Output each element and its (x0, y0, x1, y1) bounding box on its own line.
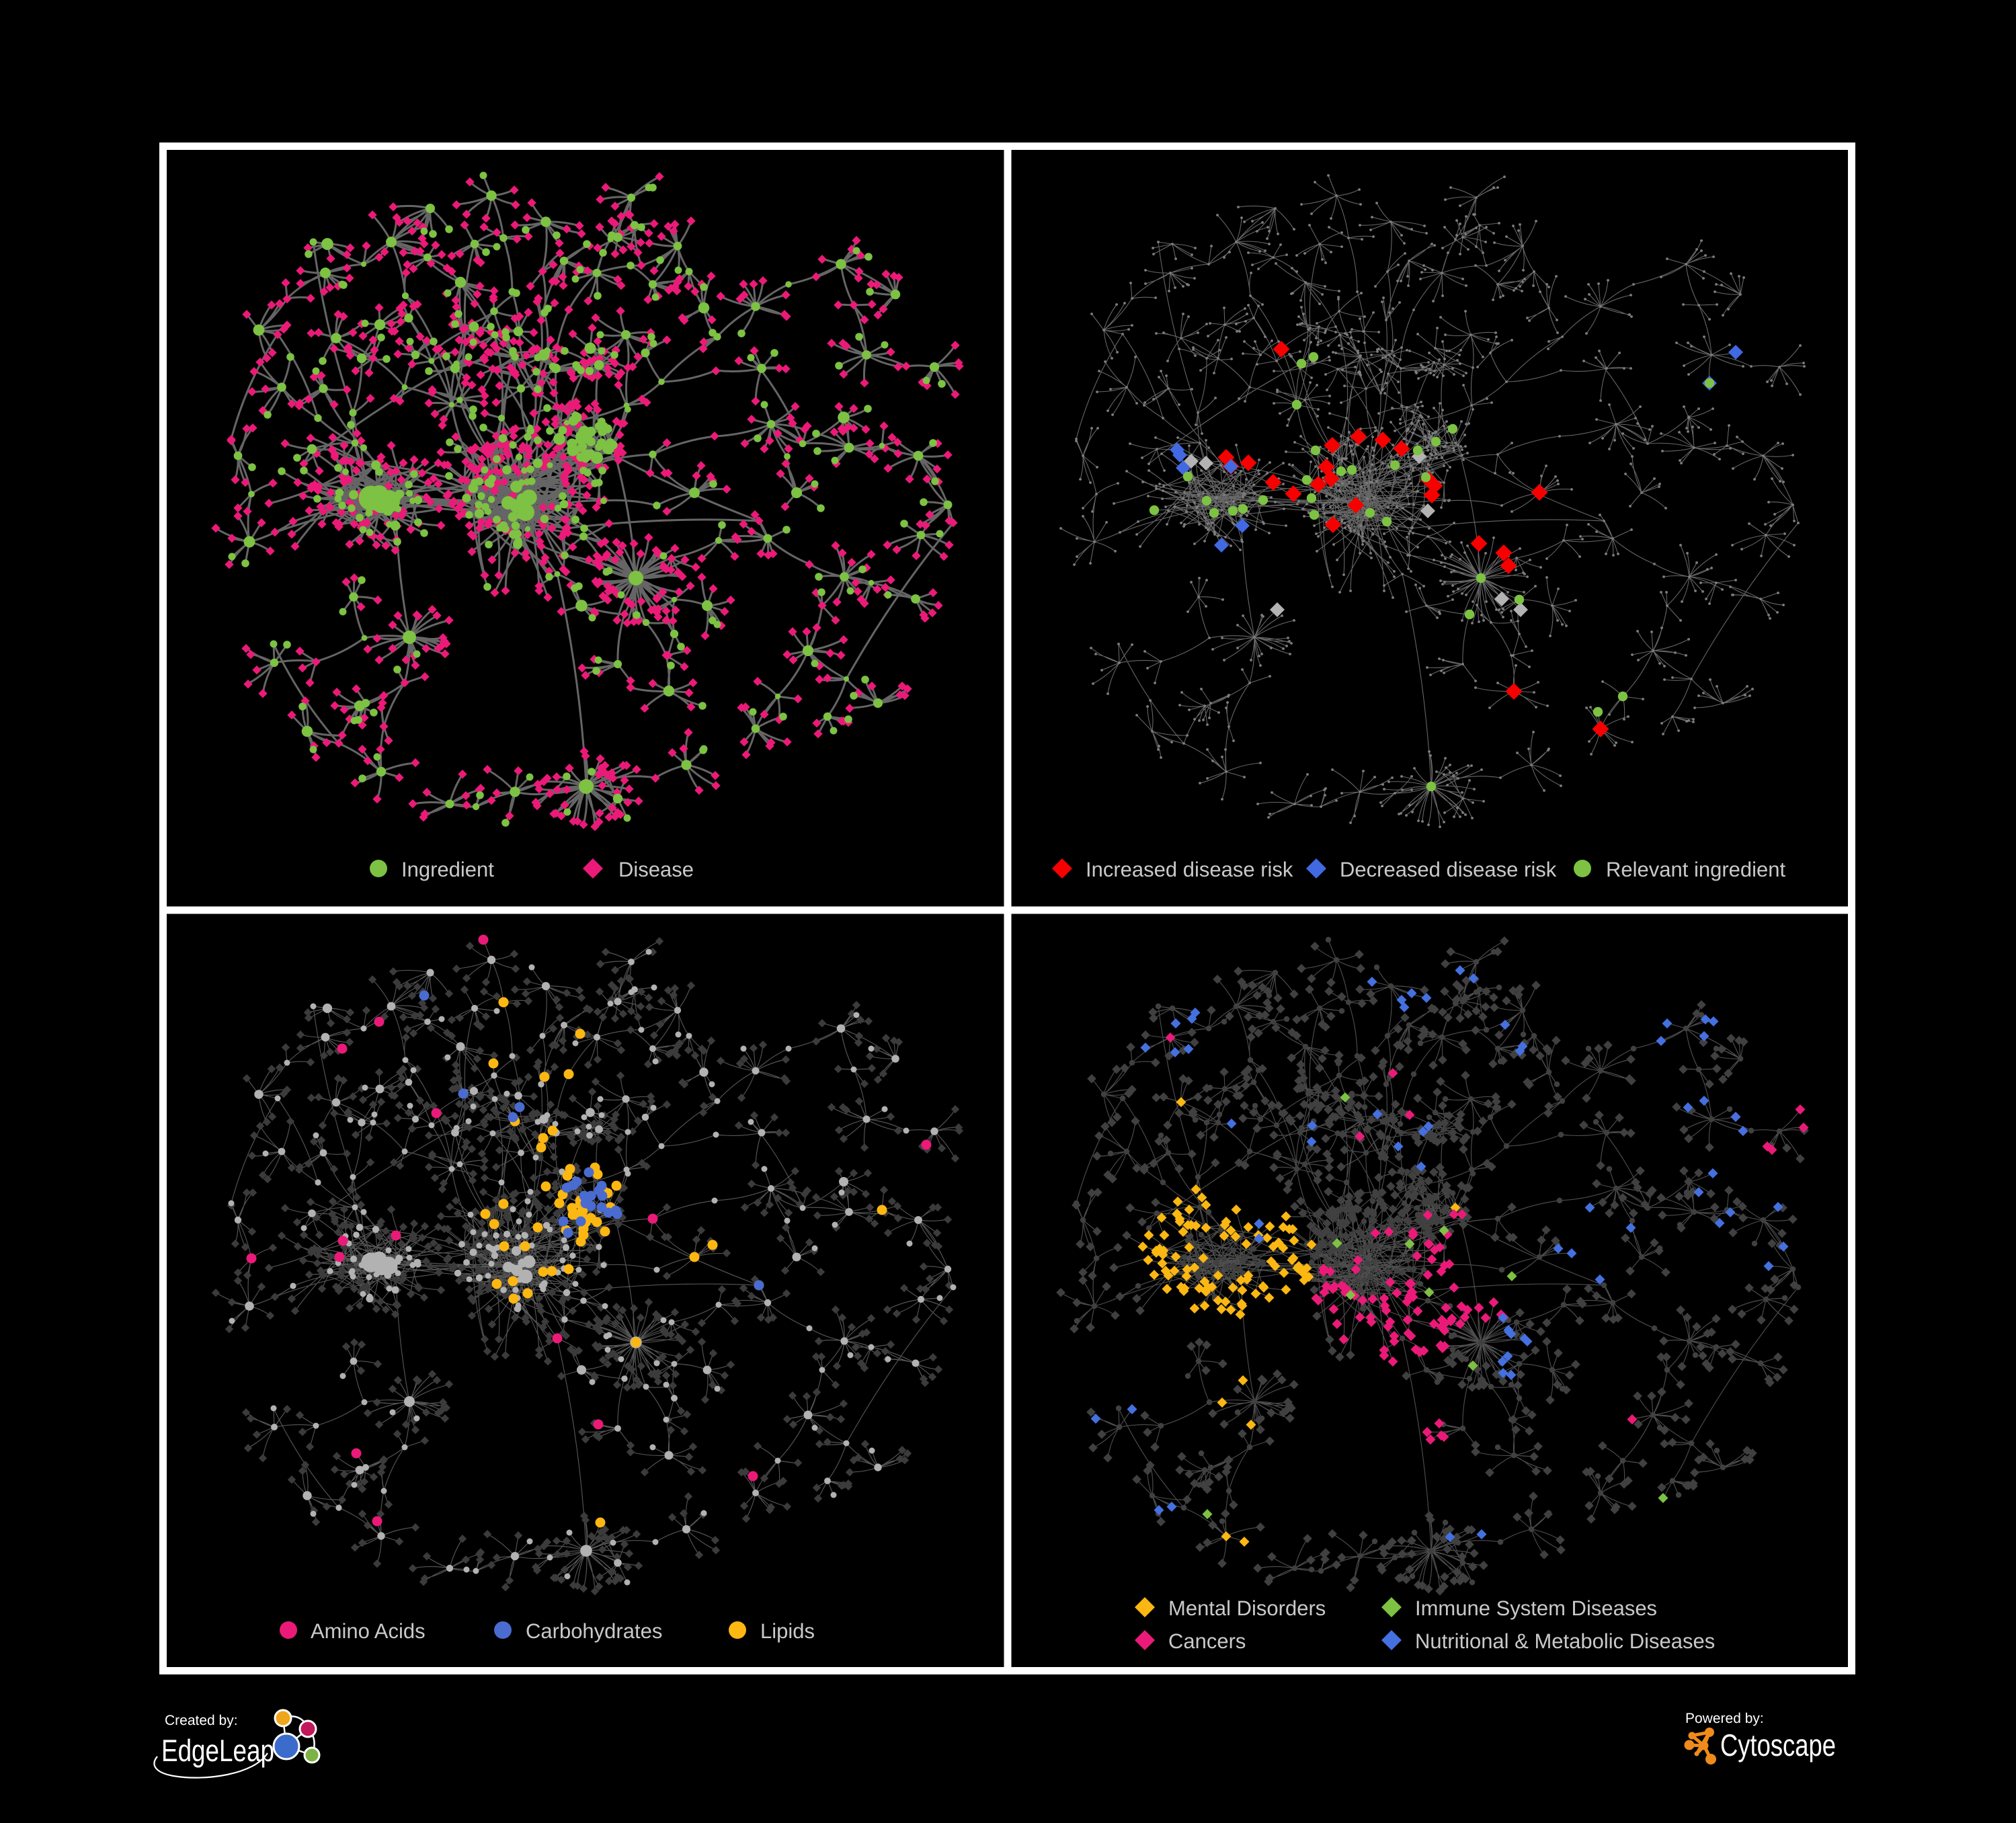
svg-text:Lipids: Lipids (760, 1619, 815, 1643)
svg-text:Immune System Diseases: Immune System Diseases (1415, 1596, 1657, 1620)
svg-text:Amino Acids: Amino Acids (311, 1619, 426, 1643)
svg-text:Nutritional & Metabolic Diseas: Nutritional & Metabolic Diseases (1415, 1629, 1715, 1653)
svg-text:Disease: Disease (618, 858, 694, 881)
svg-text:Increased disease risk: Increased disease risk (1086, 858, 1293, 881)
svg-text:Cancers: Cancers (1168, 1629, 1246, 1653)
svg-text:Carbohydrates: Carbohydrates (526, 1619, 662, 1643)
svg-text:Created by:: Created by: (165, 1713, 238, 1728)
svg-text:Cytoscape: Cytoscape (1720, 1728, 1836, 1763)
svg-text:Mental Disorders: Mental Disorders (1168, 1596, 1326, 1620)
svg-text:EdgeLeap: EdgeLeap (161, 1733, 274, 1768)
svg-text:Powered by:: Powered by: (1685, 1711, 1764, 1726)
svg-text:Ingredient: Ingredient (401, 858, 494, 881)
svg-text:Relevant ingredient: Relevant ingredient (1606, 858, 1786, 881)
svg-text:Decreased disease risk: Decreased disease risk (1340, 858, 1557, 881)
